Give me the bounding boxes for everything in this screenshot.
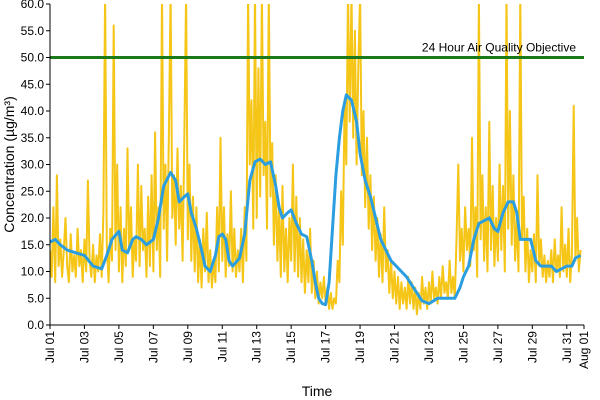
x-tick-label: Jul 29 — [525, 331, 539, 363]
y-tick-label: 45.0 — [21, 77, 45, 91]
y-tick-label: 25.0 — [21, 184, 45, 198]
y-tick-label: 5.0 — [27, 291, 44, 305]
y-tick-label: 50.0 — [21, 51, 45, 65]
y-tick-label: 0.0 — [27, 318, 44, 332]
x-tick-label: Jul 17 — [319, 331, 333, 363]
x-tick-label: Jul 09 — [181, 331, 195, 363]
x-tick-label: Jul 23 — [422, 331, 436, 363]
series-hourly-line — [50, 4, 582, 316]
objective-label: 24 Hour Air Quality Objective — [422, 41, 576, 55]
x-tick-label: Jul 25 — [456, 331, 470, 363]
x-axis-title: Time — [302, 383, 333, 399]
x-tick-label: Jul 19 — [353, 331, 367, 363]
series-rolling-line — [50, 93, 582, 307]
x-tick-label: Jul 05 — [112, 331, 126, 363]
y-tick-label: 15.0 — [21, 238, 45, 252]
x-tick-label: Jul 15 — [284, 331, 298, 363]
y-tick-label: 55.0 — [21, 24, 45, 38]
y-tick-label: 60.0 — [21, 0, 45, 11]
x-axis-ticks: Jul 01 Jul 03 Jul 05 Jul 07 Jul 09 Jul 11 Jul … — [43, 325, 591, 369]
x-tick-label: Jul 11 — [215, 331, 229, 362]
y-tick-label: 10.0 — [21, 265, 45, 279]
x-tick-label: Jul 01 — [43, 331, 57, 363]
x-tick-label: Jul 03 — [77, 331, 91, 363]
x-tick-label: Jul 07 — [146, 331, 160, 363]
plot-area — [50, 4, 584, 316]
x-tick-label: Jul 21 — [388, 331, 402, 363]
y-tick-label: 30.0 — [21, 158, 45, 172]
x-tick-label: Jul 31 — [560, 331, 574, 363]
y-axis-ticks: 0.0 5.0 10.0 15.0 20.0 25.0 30.0 35.0 40.0 45.0 50… — [21, 0, 50, 332]
y-tick-label: 20.0 — [21, 211, 45, 225]
y-tick-label: 35.0 — [21, 131, 45, 145]
x-tick-label: Jul 13 — [250, 331, 264, 363]
x-tick-label: Jul 27 — [491, 331, 505, 363]
y-axis-title: Concentration (µg/m³) — [1, 96, 17, 232]
x-tick-label: Aug 01 — [577, 331, 591, 369]
y-tick-label: 40.0 — [21, 104, 45, 118]
